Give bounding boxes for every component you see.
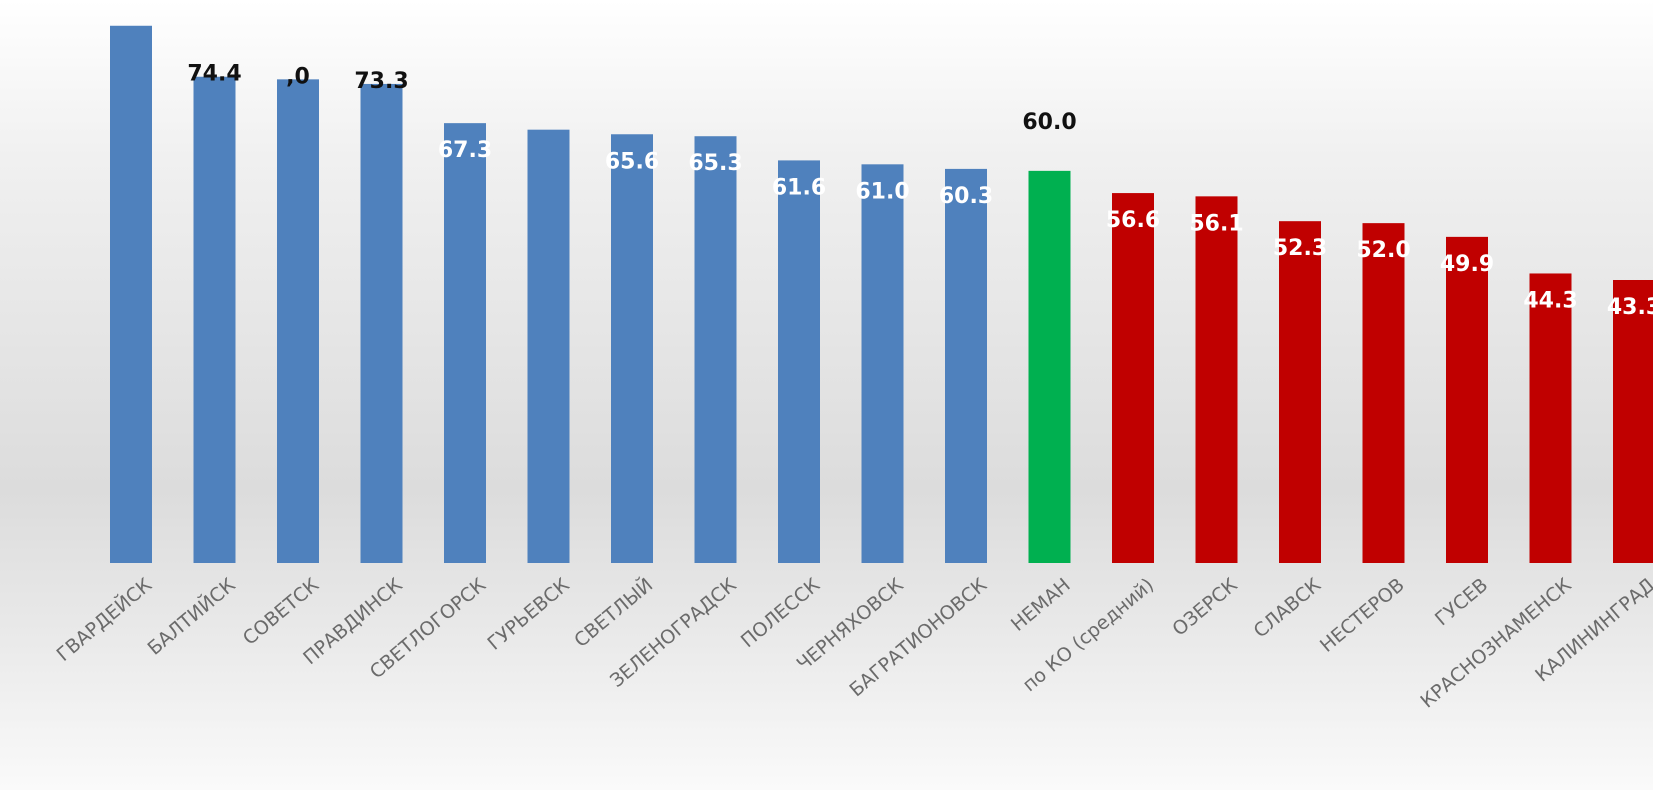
category-label-1: ГВАРДЕЙСК [52, 573, 157, 666]
category-label-3: СОВЕТСК [239, 574, 324, 650]
data-label-18: 44.3 [1523, 288, 1577, 313]
data-label-10: 61.0 [855, 179, 909, 204]
category-label-2: БАЛТИЙСК [143, 573, 240, 660]
bar-5 [444, 123, 486, 564]
data-label-4: 73.3 [354, 69, 408, 94]
category-label-11: БАГРАТИОНОВСК [845, 574, 991, 702]
category-label-15: СЛАВСК [1250, 574, 1326, 643]
data-labels-group: 74.4 ,0 73.3 67.3 65.6 65.3 61.6 61.0 60.3 60.0 56… [187, 62, 1653, 320]
category-label-12: НЕМАН [1007, 574, 1075, 636]
data-label-8: 65.3 [688, 151, 742, 176]
data-label-2: 74.4 [187, 62, 241, 87]
bar-19 [1613, 280, 1653, 563]
bar-3 [277, 79, 319, 563]
bar-16 [1362, 223, 1405, 563]
category-label-14: ОЗЕРСК [1168, 574, 1242, 641]
bar-10 [861, 164, 904, 564]
data-label-16: 52.0 [1356, 238, 1410, 263]
data-label-3: ,0 [286, 64, 310, 89]
data-label-14: 56.1 [1189, 211, 1243, 236]
bar-12 [1028, 170, 1071, 563]
bar-13 [1112, 193, 1154, 564]
data-label-11: 60.3 [939, 184, 993, 209]
data-label-17: 49.9 [1440, 252, 1494, 277]
category-label-6: ГУРЬЕВСК [483, 574, 574, 655]
category-label-16: НЕСТЕРОВ [1316, 574, 1409, 657]
bars-group [110, 25, 1653, 564]
bar-7 [611, 134, 653, 563]
data-label-5: 67.3 [438, 138, 492, 163]
bar-15 [1279, 221, 1321, 564]
data-label-13: 56.6 [1106, 208, 1160, 233]
bar-2 [193, 76, 236, 563]
category-label-7: СВЕТЛЫЙ [570, 573, 658, 652]
bar-6 [527, 129, 570, 564]
bar-9 [778, 160, 820, 563]
data-label-19: 43.3 [1607, 295, 1653, 320]
bar-18 [1529, 273, 1572, 563]
bar-1 [110, 25, 152, 564]
category-label-9: ПОЛЕССК [737, 574, 825, 653]
category-label-18: КРАСНОЗНАМЕНСК [1417, 574, 1577, 713]
bar-17 [1446, 236, 1488, 563]
bar-11 [945, 168, 987, 563]
data-label-9: 61.6 [772, 175, 826, 200]
data-label-12: 60.0 [1022, 110, 1076, 135]
data-label-7: 65.6 [605, 149, 659, 174]
data-label-15: 52.3 [1273, 236, 1327, 261]
bar-14 [1195, 196, 1238, 563]
category-label-17: ГУСЕВ [1431, 574, 1492, 630]
bar-4 [360, 83, 403, 564]
bar-8 [694, 136, 737, 564]
